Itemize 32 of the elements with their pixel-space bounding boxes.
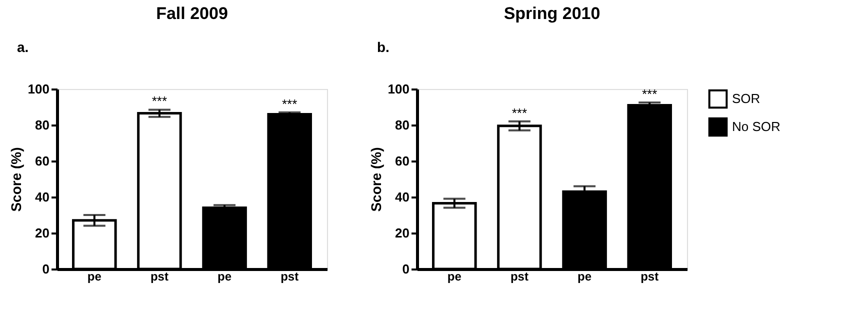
data-label: ***: [282, 96, 298, 112]
y-tick-label: 80: [395, 118, 410, 132]
y-tick-label: 20: [395, 226, 410, 240]
y-tick-label: 100: [388, 82, 410, 96]
x-tick-label: pe: [218, 270, 232, 284]
y-axis-title: Score (%): [8, 147, 24, 212]
x-tick-label: pe: [87, 270, 102, 284]
y-tick-label: 80: [35, 118, 50, 132]
y-tick-label: 40: [35, 190, 50, 204]
y-tick-label: 0: [402, 262, 410, 276]
x-tick-label: pst: [150, 270, 168, 284]
text: b.: [377, 39, 390, 55]
y-axis-title: Score (%): [368, 147, 384, 212]
x-tick-label: pe: [578, 270, 592, 284]
y-tick-label: 100: [28, 82, 50, 96]
legend-label: SOR: [732, 91, 760, 106]
text: a.: [17, 39, 29, 55]
x-tick-label: pst: [640, 270, 659, 284]
chart-title: Spring 2010: [504, 4, 600, 23]
y-tick-label: 0: [42, 262, 50, 276]
x-tick-label: pst: [510, 270, 528, 284]
x-tick-label: pst: [280, 270, 299, 284]
y-tick-label: 40: [395, 190, 410, 204]
data-label: ***: [642, 86, 658, 102]
data-label: ***: [152, 94, 168, 109]
data-label: ***: [512, 105, 528, 120]
y-tick-label: 20: [35, 226, 50, 240]
y-tick-label: 60: [395, 154, 410, 168]
chart-title: Fall 2009: [156, 4, 228, 23]
x-tick-label: pe: [447, 270, 462, 284]
legend-label: No SOR: [732, 119, 780, 134]
y-tick-label: 60: [35, 154, 50, 168]
